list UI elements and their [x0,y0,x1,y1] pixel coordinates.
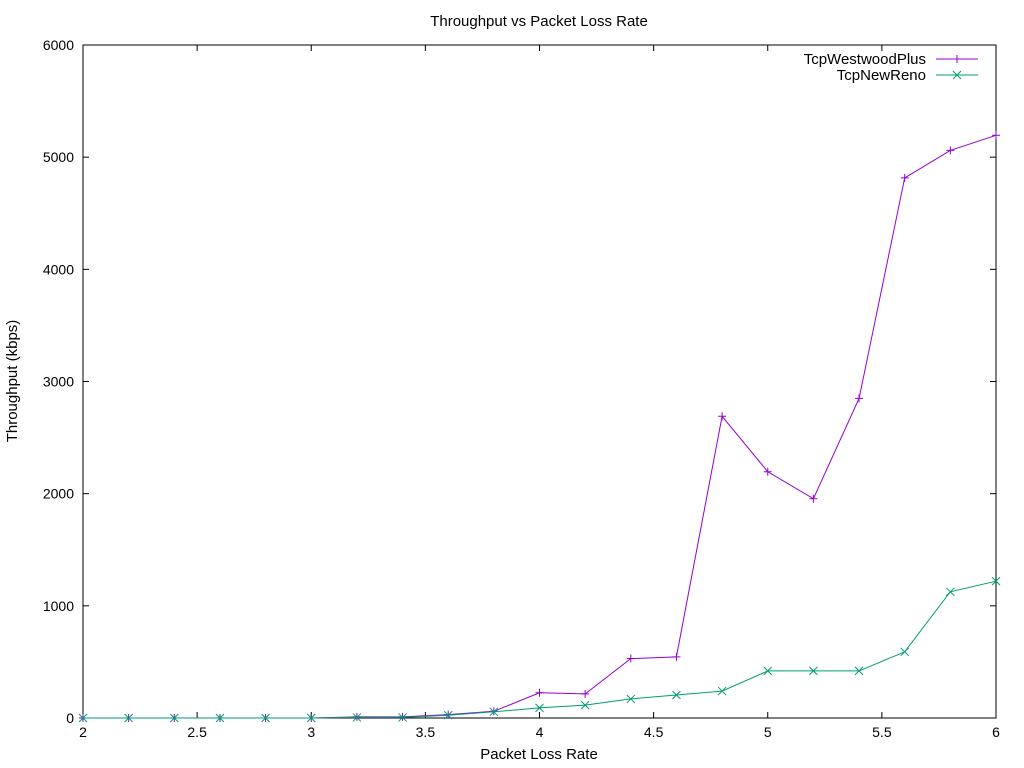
chart-title: Throughput vs Packet Loss Rate [430,13,648,30]
data-point-tcpnewreno [854,666,864,676]
x-tick-label: 4 [536,724,544,740]
data-point-tcpnewreno [991,576,1001,586]
data-point-tcpnewreno [535,703,544,713]
y-tick-label: 4000 [43,261,74,277]
data-point-tcpnewreno [124,713,134,723]
data-point-tcpnewreno [717,686,727,696]
data-point-tcpnewreno [580,700,590,710]
legend-label-tcpnewreno: TcpNewReno [837,67,926,84]
data-point-tcpnewreno [215,713,225,723]
series-line-tcpnewreno [83,580,997,719]
x-tick-label: 2 [79,724,87,740]
data-point-tcpwestwoodplus [718,412,727,421]
x-tick-label: 5 [764,724,772,740]
data-point-tcpnewreno [900,647,910,657]
x-tick-label: 2.5 [187,724,207,740]
data-point-tcpwestwoodplus [581,689,590,698]
data-point-tcpnewreno [398,713,407,722]
x-tick-label: 5.5 [872,724,892,740]
y-tick-label: 5000 [43,149,74,165]
data-point-tcpnewreno [672,690,681,700]
data-point-tcpnewreno [763,666,773,676]
data-point-tcpnewreno [626,694,636,704]
data-point-tcpnewreno [443,710,453,720]
data-point-tcpwestwoodplus [992,131,1000,140]
plot-area-frame [82,44,997,719]
data-point-tcpwestwoodplus [946,146,955,155]
x-tick-label: 3.5 [416,724,436,740]
data-point-tcpnewreno [78,713,88,723]
data-point-tcpwestwoodplus [763,467,772,476]
data-point-tcpnewreno [352,713,362,722]
data-point-tcpnewreno [809,666,818,676]
data-point-tcpwestwoodplus [855,394,864,403]
legend-item-tcpwestwoodplus: TcpWestwoodPlus [804,51,978,68]
axis-ticks: 2 2.5 3 3.5 4 4.5 5 5.5 6 0 1000 2000 3000 4000 5000 60… [43,37,1000,740]
x-axis-title: Packet Loss Rate [480,746,598,763]
x-tick-label: 6 [992,724,1000,740]
data-point-tcpwestwoodplus [626,654,635,663]
data-point-tcpnewreno [945,587,955,597]
legend-item-tcpnewreno: TcpNewReno [837,67,978,84]
data-point-tcpnewreno [306,713,316,723]
y-tick-label: 1000 [43,598,74,614]
series-tcpwestwoodplus [79,131,1000,722]
x-tick-label: 3 [307,724,315,740]
data-point-tcpwestwoodplus [672,652,681,661]
y-tick-label: 3000 [43,374,74,390]
data-point-tcpwestwoodplus [900,173,909,182]
data-point-tcpnewreno [261,713,270,723]
series-tcpnewreno [78,576,1001,723]
legend-marker-tcpwestwoodplus [953,55,961,63]
x-tick-label: 4.5 [644,724,664,740]
legend-marker-tcpnewreno [952,70,962,80]
y-tick-label: 2000 [43,486,74,502]
series-layer [78,131,1001,723]
y-tick-label: 0 [66,710,74,726]
data-point-tcpnewreno [169,713,179,723]
data-point-tcpwestwoodplus [535,688,544,697]
legend-label-tcpwestwoodplus: TcpWestwoodPlus [804,51,926,68]
y-axis-title: Throughput (kbps) [4,320,21,443]
series-line-tcpwestwoodplus [83,134,997,719]
data-point-tcpnewreno [489,707,499,717]
y-tick-label: 6000 [43,37,74,53]
data-point-tcpwestwoodplus [809,494,818,503]
